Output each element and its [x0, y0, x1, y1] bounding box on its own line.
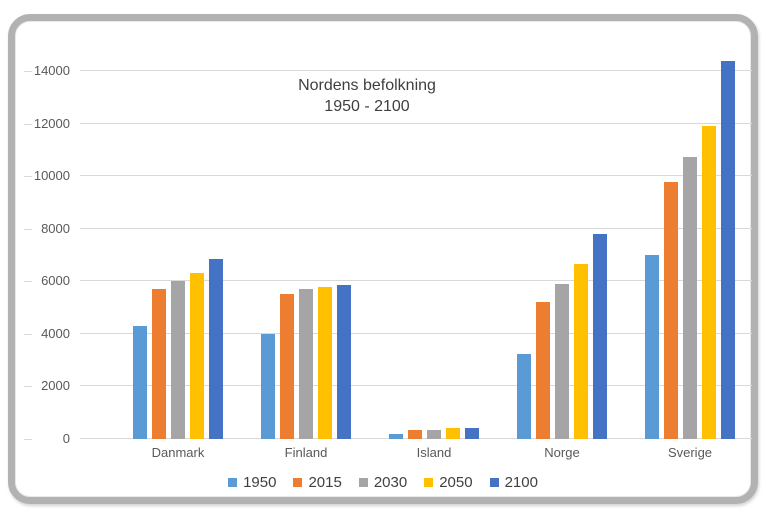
y-tick-mark-4000: [24, 333, 32, 335]
y-tick-mark-6000: [24, 281, 32, 283]
legend-item-2100: 2100: [489, 474, 538, 491]
legend-marker-icon-2030: [358, 478, 368, 487]
y-tick-label-12000: 12000: [33, 115, 70, 131]
bar-finland-2050: [318, 287, 332, 439]
bar-sverige-2030: [683, 156, 697, 439]
x-axis-labels: Danmark Finland Island Norge Sverige: [114, 445, 754, 460]
legend-marker-icon-2015: [293, 478, 303, 487]
y-tick-label-2000: 2000: [41, 378, 70, 394]
y-tick-label-10000: 10000: [33, 168, 70, 184]
legend-item-2050: 2050: [424, 474, 473, 491]
y-tick-mark-2000: [24, 386, 32, 388]
gridline-8000: [80, 227, 752, 229]
chart-title-line1: Nordens befolkning: [298, 77, 436, 94]
bar-island-2100: [465, 427, 479, 439]
y-tick-label-14000: 14000: [33, 63, 70, 79]
bar-finland-2030: [299, 288, 313, 439]
y-tick-mark-10000: [24, 176, 32, 178]
gridline-14000: [80, 70, 752, 72]
legend-item-1950: 1950: [228, 474, 276, 491]
chart-frame: Nordens befolkning 1950 - 2100 0 2000 4000…: [8, 14, 758, 504]
y-tick-mark-12000: [24, 123, 32, 125]
y-tick-mark-14000: [24, 71, 32, 73]
bar-group-island: [370, 58, 498, 439]
bar-island-2015: [408, 430, 422, 439]
legend-marker-icon-2100: [489, 478, 499, 487]
legend: 1950 2015 2030 2050 2100: [15, 474, 751, 491]
legend-marker-icon-1950: [228, 478, 238, 487]
bar-norge-2100: [593, 234, 607, 439]
legend-label-2015: 2015: [308, 474, 342, 491]
x-axis-label-norge: Norge: [544, 445, 580, 460]
bar-group-danmark: [114, 58, 242, 439]
gridline-10000: [80, 175, 752, 177]
y-tick-label-4000: 4000: [41, 325, 70, 341]
x-axis-label-danmark: Danmark: [151, 445, 205, 460]
bar-danmark-2100: [209, 259, 223, 439]
legend-marker-icon-2050: [424, 478, 434, 487]
bar-norge-2050: [574, 264, 588, 439]
bar-norge-2030: [555, 283, 569, 439]
bar-island-1950: [389, 434, 403, 439]
y-tick-mark-0: [24, 439, 32, 440]
bar-island-2030: [427, 429, 441, 439]
legend-label-1950: 1950: [243, 474, 277, 491]
bar-island-2050: [446, 427, 460, 439]
x-axis-label-finland: Finland: [284, 445, 328, 460]
gridline-6000: [80, 280, 752, 282]
bar-norge-2015: [536, 302, 550, 439]
bar-danmark-2030: [171, 281, 185, 439]
legend-items: 1950 2015 2030 2050 2100: [228, 474, 538, 491]
bar-danmark-2050: [190, 273, 204, 439]
bar-danmark-2015: [152, 289, 166, 439]
bar-sverige-2100: [721, 60, 735, 439]
gridline-2000: [80, 385, 752, 387]
x-axis-label-island: Island: [416, 445, 452, 460]
legend-label-2100: 2100: [504, 474, 538, 491]
legend-item-2015: 2015: [293, 474, 342, 491]
bar-sverige-1950: [645, 255, 659, 439]
bar-group-finland: [242, 58, 370, 439]
chart-title: Nordens befolkning 1950 - 2100: [237, 75, 497, 117]
legend-item-2030: 2030: [358, 474, 408, 491]
bar-sverige-2015: [664, 181, 678, 439]
y-tick-mark-8000: [24, 228, 32, 230]
bar-finland-2100: [337, 285, 351, 439]
legend-label-2050: 2050: [439, 474, 473, 491]
bar-finland-1950: [261, 333, 275, 439]
chart-title-line2: 1950 - 2100: [324, 98, 410, 115]
bar-norge-1950: [517, 353, 531, 439]
bar-sverige-2050: [702, 126, 716, 439]
bar-groups: [114, 58, 754, 439]
legend-label-2030: 2030: [373, 474, 408, 491]
y-tick-label-8000: 8000: [41, 220, 70, 236]
y-tick-label-6000: 6000: [41, 273, 70, 289]
population-bar-chart: Nordens befolkning 1950 - 2100 0 2000 4000…: [15, 21, 754, 497]
bar-group-sverige: [626, 58, 754, 439]
bar-group-norge: [498, 58, 626, 439]
gridline-12000: [80, 122, 752, 124]
x-axis-label-sverige: Sverige: [667, 445, 713, 460]
bar-finland-2015: [280, 294, 294, 439]
bar-danmark-1950: [133, 326, 147, 439]
y-tick-label-0: 0: [62, 431, 70, 446]
gridline-4000: [80, 332, 752, 334]
